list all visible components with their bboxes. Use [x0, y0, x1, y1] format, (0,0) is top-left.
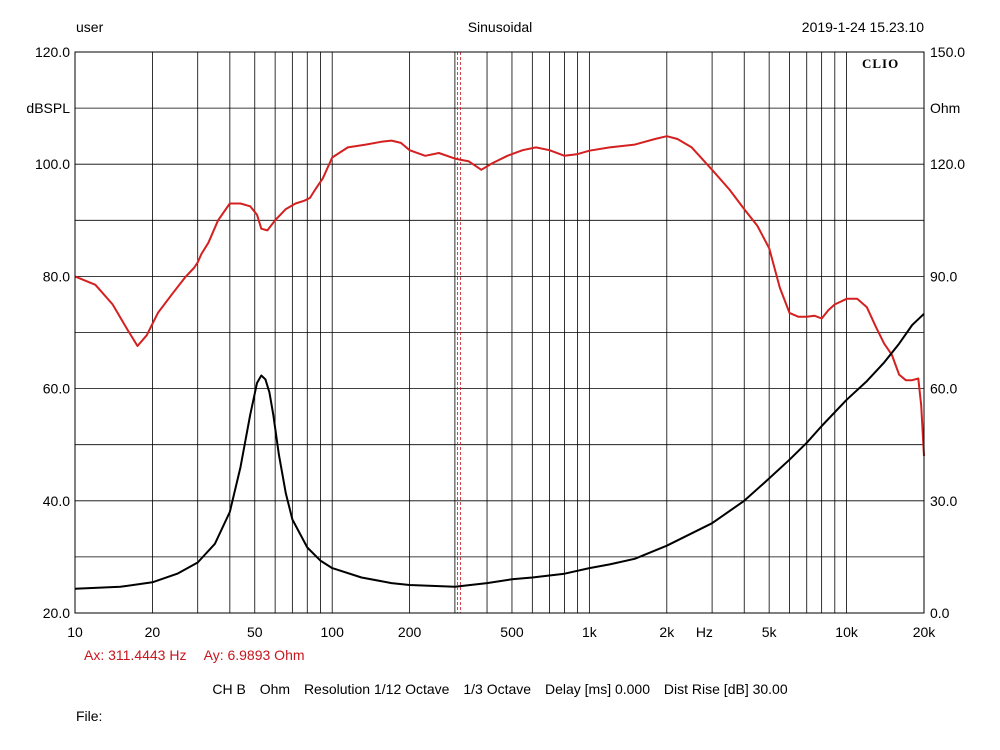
- y-right-tick-label: 60.0: [930, 381, 957, 397]
- x-tick-label: 2k: [659, 624, 675, 640]
- unit-label: Ohm: [259, 681, 291, 697]
- x-axis-ticks: 10 20 50 100 200 500 1k 2k 5k 10k 20k: [67, 624, 936, 640]
- y-left-axis-ticks: 120.0 100.0 80.0 60.0 40.0 20.0: [35, 44, 70, 621]
- y-left-tick-label: 80.0: [43, 268, 70, 284]
- measurement-settings: CH B Ohm Resolution 1/12 Octave 1/3 Octa…: [0, 681, 1000, 697]
- chart-grid: [74, 51, 925, 614]
- x-tick-label: 200: [398, 624, 422, 640]
- y-right-tick-label: 150.0: [930, 44, 965, 60]
- x-tick-label: 10k: [835, 624, 859, 640]
- channel-label: CH B: [212, 681, 246, 697]
- y-left-tick-label: 20.0: [43, 605, 70, 621]
- y-left-tick-label: 40.0: [43, 493, 70, 509]
- file-label: File:: [76, 708, 103, 724]
- y-right-axis-label: Ohm: [930, 100, 960, 116]
- x-tick-label: 10: [67, 624, 83, 640]
- dist-rise-label: Dist Rise [dB] 30.00: [663, 681, 788, 697]
- delay-label: Delay [ms] 0.000: [544, 681, 651, 697]
- x-tick-label: 20: [145, 624, 161, 640]
- cursor-ax-value: Ax: 311.4443 Hz: [84, 647, 187, 663]
- x-tick-label: 100: [321, 624, 345, 640]
- plot-frame: [74, 51, 925, 614]
- y-right-tick-label: 0.0: [930, 605, 950, 621]
- impedance-curve: [74, 313, 925, 590]
- y-right-tick-label: 30.0: [930, 493, 957, 509]
- x-tick-label: 20k: [913, 624, 937, 640]
- header-user: user: [76, 19, 104, 35]
- clio-logo: CLIO: [862, 56, 899, 71]
- x-tick-label: 500: [500, 624, 524, 640]
- y-right-tick-label: 90.0: [930, 268, 957, 284]
- y-right-axis-ticks: 150.0 120.0 90.0 60.0 30.0 0.0: [930, 44, 965, 621]
- y-left-axis-label: dBSPL: [26, 100, 70, 116]
- y-left-tick-label: 120.0: [35, 44, 70, 60]
- x-tick-label: 5k: [762, 624, 778, 640]
- y-left-tick-label: 100.0: [35, 156, 70, 172]
- chart-title: Sinusoidal: [467, 19, 533, 35]
- y-right-tick-label: 120.0: [930, 156, 965, 172]
- resolution-label: Resolution 1/12 Octave: [303, 681, 450, 697]
- x-tick-label: 50: [247, 624, 263, 640]
- cursor-readout: Ax: 311.4443 Hz Ay: 6.9893 Ohm: [84, 647, 319, 663]
- y-left-tick-label: 60.0: [43, 381, 70, 397]
- smoothing-label: 1/3 Octave: [463, 681, 532, 697]
- x-axis-unit-label: Hz: [696, 624, 713, 640]
- spl-curve: [74, 135, 925, 456]
- header-datetime: 2019-1-24 15.23.10: [801, 19, 924, 35]
- chart-series: [74, 52, 925, 613]
- cursor-ay-value: Ay: 6.9893 Ohm: [203, 647, 305, 663]
- x-tick-label: 1k: [582, 624, 598, 640]
